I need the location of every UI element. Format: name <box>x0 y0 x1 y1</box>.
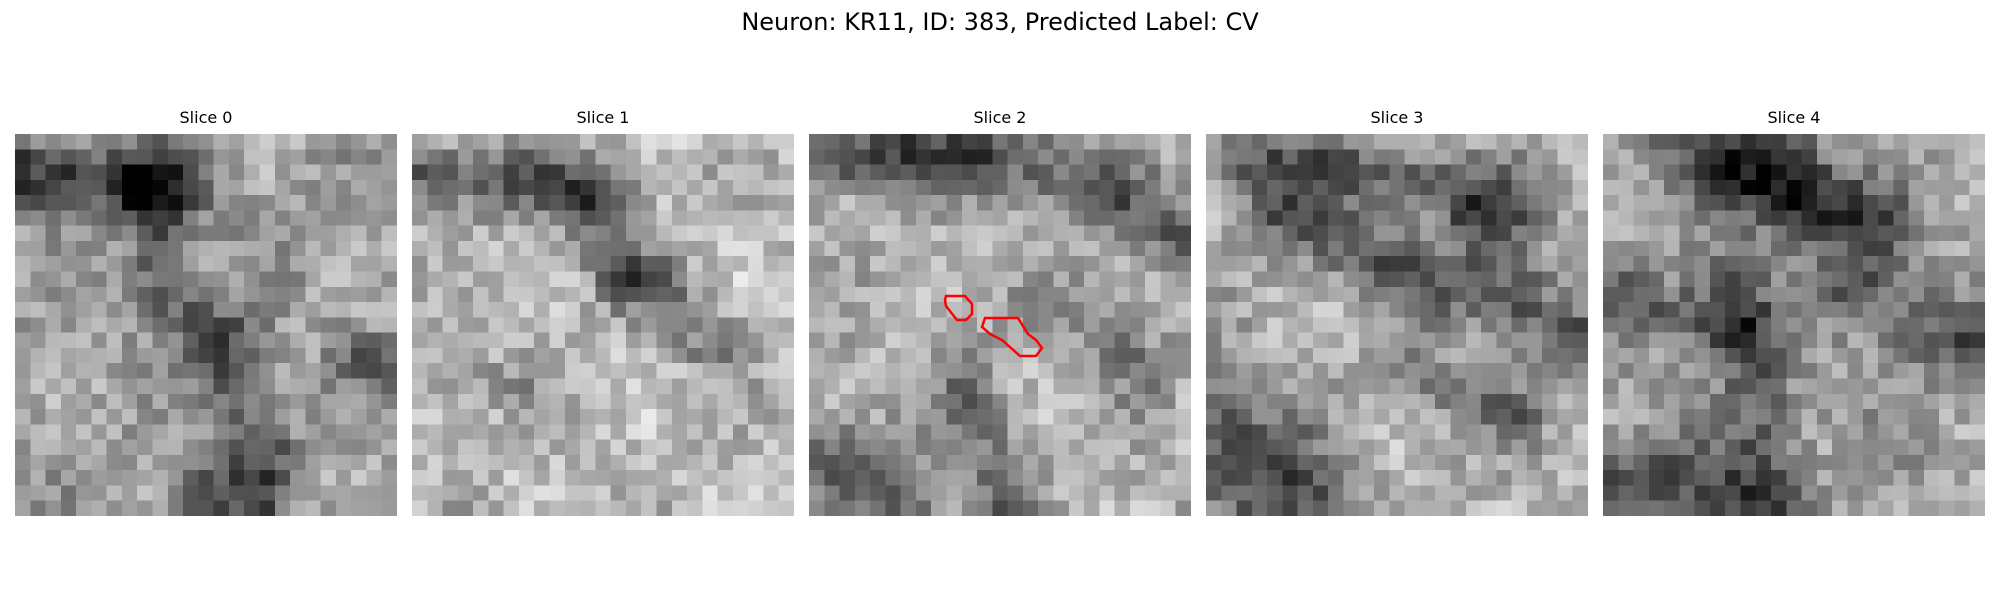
slice-image <box>412 134 794 516</box>
slice-image <box>809 134 1191 516</box>
slice-panel-4: Slice 4 <box>1603 108 1985 516</box>
slice-title: Slice 0 <box>179 108 233 127</box>
slice-image <box>1603 134 1985 516</box>
slice-title: Slice 4 <box>1767 108 1821 127</box>
slice-panel-2: Slice 2 <box>809 108 1191 516</box>
slice-title: Slice 1 <box>576 108 630 127</box>
figure-title: Neuron: KR11, ID: 383, Predicted Label: … <box>741 8 1259 36</box>
contour-region-lower <box>980 316 1044 358</box>
slice-image <box>1206 134 1588 516</box>
slice-panel-1: Slice 1 <box>412 108 794 516</box>
slice-panel-0: Slice 0 <box>15 108 397 516</box>
segmentation-contour <box>943 294 1044 358</box>
slice-panel-3: Slice 3 <box>1206 108 1588 516</box>
slice-image <box>15 134 397 516</box>
contour-region-upper <box>943 294 974 322</box>
slice-title: Slice 3 <box>1370 108 1424 127</box>
slice-title: Slice 2 <box>973 108 1027 127</box>
